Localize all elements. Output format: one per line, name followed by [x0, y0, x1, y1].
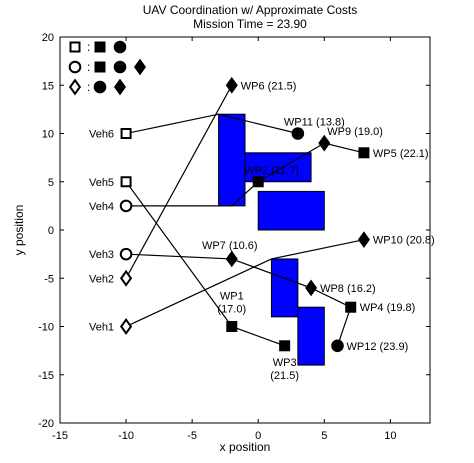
legend-vehicle-square: [69, 41, 81, 53]
x-tick-label: -15: [52, 430, 68, 442]
legend-target-circle: [113, 40, 127, 54]
waypoint-label-wp11: WP11 (13.8): [284, 117, 345, 129]
legend-target-diamond: [133, 58, 147, 76]
vehicle-marker-veh1: [119, 318, 133, 335]
waypoint-label-wp12: WP12 (23.9): [347, 341, 409, 353]
vehicle-marker-veh5: [120, 176, 132, 188]
waypoint-label-wp10: WP10 (20.8): [373, 235, 435, 247]
x-tick-label: 5: [321, 430, 327, 442]
waypoint-marker-wp7: [225, 250, 238, 268]
path-veh2: [125, 84, 233, 279]
vehicle-label-veh1: Veh1: [89, 322, 114, 334]
obstacle: [270, 258, 299, 318]
legend-target-square: [94, 61, 106, 73]
waypoint-marker-wp1: [226, 321, 238, 332]
y-tick-label: -10: [38, 322, 54, 334]
waypoint-marker-wp2: [252, 176, 264, 188]
obstacle: [257, 190, 325, 231]
legend-target-circle: [113, 60, 127, 74]
vehicle-label-veh2: Veh2: [89, 273, 114, 285]
vehicle-label-veh5: Veh5: [89, 177, 114, 189]
waypoint-label-wp1: WP1: [220, 291, 244, 303]
vehicle-marker-veh4: [119, 199, 133, 213]
axes-frame: [59, 36, 431, 424]
waypoint-marker-wp10: [357, 231, 370, 249]
y-tick-label: 10: [42, 129, 54, 141]
y-tick-label: -15: [38, 370, 54, 382]
vehicle-marker-veh6: [120, 128, 132, 139]
path-veh1: [125, 239, 365, 328]
waypoint-label-wp9: WP9 (19.0): [327, 126, 383, 138]
vehicle-label-veh3: Veh3: [89, 249, 114, 261]
waypoint-marker-wp5: [358, 147, 370, 159]
legend-separator: :: [87, 60, 90, 74]
vehicle-marker-veh3: [119, 247, 133, 261]
vehicle-label-veh6: Veh6: [89, 129, 114, 141]
waypoint-marker-wp11: [291, 127, 305, 140]
waypoint-label-wp2: WP2 (11.7): [244, 165, 299, 177]
x-tick-label: -10: [118, 430, 134, 442]
x-tick-label: 0: [255, 430, 261, 442]
waypoint-label-wp5: WP5 (22.1): [373, 148, 429, 160]
legend-target-square: [94, 41, 106, 53]
y-tick-label: -5: [44, 273, 54, 285]
y-tick-label: 15: [42, 80, 54, 92]
obstacle: [218, 113, 246, 207]
markers: [119, 76, 370, 353]
waypoint-label-wp6: WP6 (21.5): [241, 80, 297, 92]
y-tick-label: 0: [48, 225, 54, 237]
waypoint-label-wp1: (17.0): [217, 304, 246, 316]
x-tick-label: -5: [187, 430, 197, 442]
legend-target-diamond: [113, 78, 127, 96]
legend-separator: :: [87, 40, 90, 54]
y-tick-label: 20: [42, 32, 54, 44]
path-veh6: [125, 113, 298, 135]
waypoint-label-wp7: WP7 (10.6): [202, 240, 258, 252]
x-axis-label: x position: [220, 440, 271, 454]
x-tick-label: 10: [384, 430, 396, 442]
y-tick-label: -20: [38, 418, 54, 430]
waypoint-marker-wp9: [318, 134, 331, 152]
legend-vehicle-circle: [68, 60, 82, 74]
legend-target-circle: [93, 80, 107, 94]
legend: :::: [68, 40, 147, 96]
waypoint-label-wp3: (21.5): [270, 370, 299, 382]
legend-vehicle-diamond: [68, 78, 82, 96]
waypoint-label-wp3: WP3: [273, 357, 297, 369]
vehicle-label-veh4: Veh4: [89, 201, 114, 213]
chart-title: UAV Coordination w/ Approximate Costs: [143, 3, 358, 17]
y-axis-label: y position: [12, 205, 26, 256]
waypoint-marker-wp12: [331, 339, 344, 353]
vehicle-marker-veh2: [119, 269, 133, 287]
waypoint-marker-wp8: [305, 279, 318, 297]
labels: Veh6 Veh5 Veh4 Veh3 Veh2 Veh1 WP6 (21.5) WP11 (…: [89, 80, 435, 382]
waypoint-label-wp8: WP8 (16.2): [320, 283, 376, 295]
waypoint-label-wp4: WP4 (19.8): [360, 302, 416, 314]
legend-separator: :: [87, 80, 90, 94]
y-tick-label: 5: [48, 177, 54, 189]
waypoint-marker-wp4: [345, 301, 357, 313]
waypoint-marker-wp3: [279, 340, 291, 352]
chart-subtitle: Mission Time = 23.90: [193, 17, 307, 31]
obstacle: [297, 306, 325, 366]
waypoint-marker-wp6: [225, 76, 238, 94]
